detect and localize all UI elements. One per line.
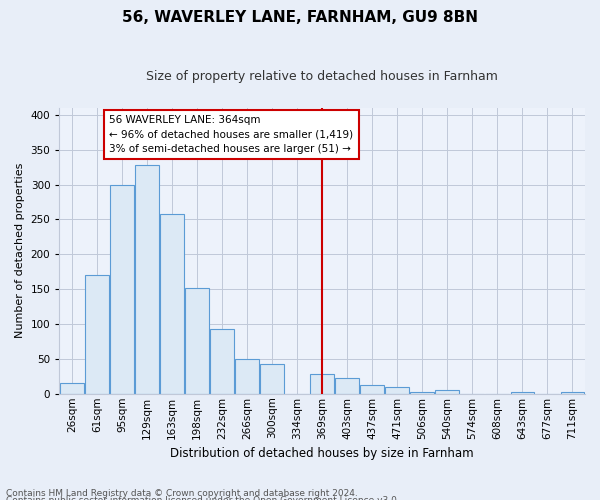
Bar bbox=[185, 288, 209, 394]
Bar bbox=[85, 275, 109, 394]
Text: 56, WAVERLEY LANE, FARNHAM, GU9 8BN: 56, WAVERLEY LANE, FARNHAM, GU9 8BN bbox=[122, 10, 478, 25]
Bar bbox=[310, 374, 334, 394]
Title: Size of property relative to detached houses in Farnham: Size of property relative to detached ho… bbox=[146, 70, 498, 83]
Bar bbox=[335, 378, 359, 394]
Bar bbox=[511, 392, 535, 394]
Bar bbox=[260, 364, 284, 394]
Text: Contains HM Land Registry data © Crown copyright and database right 2024.: Contains HM Land Registry data © Crown c… bbox=[6, 488, 358, 498]
Bar bbox=[160, 214, 184, 394]
Bar bbox=[60, 384, 84, 394]
Bar bbox=[210, 329, 234, 394]
Text: 56 WAVERLEY LANE: 364sqm
← 96% of detached houses are smaller (1,419)
3% of semi: 56 WAVERLEY LANE: 364sqm ← 96% of detach… bbox=[109, 115, 353, 154]
Bar bbox=[560, 392, 584, 394]
Bar bbox=[235, 359, 259, 394]
Bar bbox=[361, 386, 384, 394]
Bar bbox=[385, 387, 409, 394]
Bar bbox=[135, 165, 159, 394]
Bar bbox=[410, 392, 434, 394]
X-axis label: Distribution of detached houses by size in Farnham: Distribution of detached houses by size … bbox=[170, 447, 474, 460]
Bar bbox=[110, 184, 134, 394]
Bar bbox=[436, 390, 459, 394]
Text: Contains public sector information licensed under the Open Government Licence v3: Contains public sector information licen… bbox=[6, 496, 400, 500]
Y-axis label: Number of detached properties: Number of detached properties bbox=[15, 163, 25, 338]
